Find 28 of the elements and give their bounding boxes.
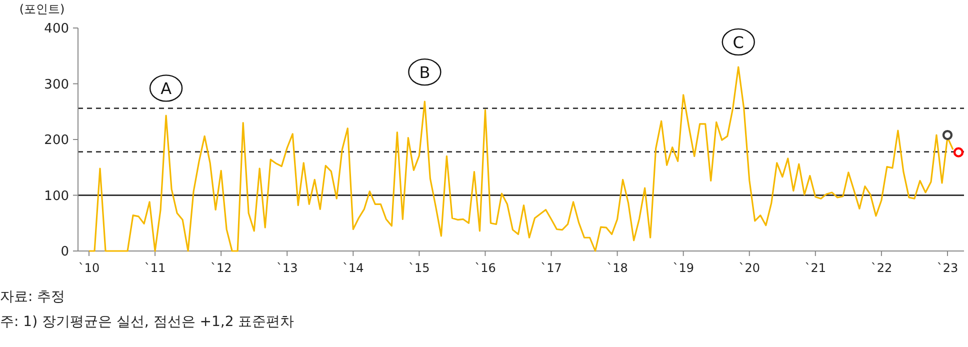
x-tick-label: `15 bbox=[408, 261, 430, 275]
x-tick-label: `19 bbox=[672, 261, 694, 275]
text: 주: 1) 장기평균은 실선, 점선은 +1,2 표준편차 bbox=[0, 314, 294, 330]
annotation: C bbox=[732, 32, 744, 52]
x-tick-label: `18 bbox=[606, 261, 628, 275]
annotation: B bbox=[419, 63, 430, 82]
x-tick-label: `13 bbox=[276, 261, 298, 275]
y-tick-label: 200 bbox=[44, 133, 69, 148]
y-tick-label: 100 bbox=[44, 188, 69, 204]
x-tick-label: `11 bbox=[144, 261, 166, 275]
y-tick-label: 400 bbox=[44, 22, 69, 36]
x-tick-label: `17 bbox=[540, 261, 562, 275]
text: 자료: 추정 bbox=[0, 289, 66, 305]
x-tick-label: `23 bbox=[936, 261, 958, 275]
y-tick-label: 300 bbox=[44, 77, 69, 92]
x-tick-label: `12 bbox=[210, 261, 232, 275]
annotation: A bbox=[149, 74, 183, 102]
annotation: C bbox=[722, 28, 755, 56]
y-axis-title: (포인트) bbox=[19, 2, 65, 16]
x-tick-label: `14 bbox=[342, 261, 364, 275]
x-tick-label: `20 bbox=[738, 261, 760, 275]
annotation: B bbox=[408, 58, 442, 86]
annotation: A bbox=[160, 79, 172, 98]
x-tick-label: `10 bbox=[78, 261, 100, 275]
x-tick-label: `21 bbox=[804, 261, 826, 275]
x-tick-label: `22 bbox=[870, 261, 892, 275]
x-tick-label: `16 bbox=[474, 261, 496, 275]
y-tick-label: 0 bbox=[60, 244, 69, 260]
